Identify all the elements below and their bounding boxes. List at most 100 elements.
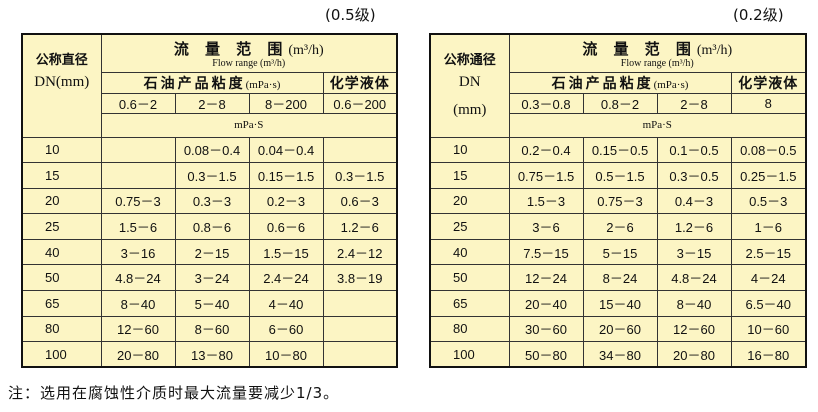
flow-cell: 20－60	[582, 315, 658, 343]
flow-cell: 15－40	[582, 290, 658, 317]
flow-cell: 8－40	[100, 290, 176, 317]
flow-cell: 0.3－1.5	[174, 162, 250, 189]
flow-cell: 0.1－0.5	[656, 136, 732, 164]
dn-header-en: DN	[458, 74, 481, 90]
flow-unit: (m³/h)	[288, 42, 324, 58]
flow-cell: 4.8－24	[100, 264, 176, 292]
flow-cell: 6－60	[248, 315, 324, 343]
flow-cell: 1－6	[730, 213, 807, 240]
flow-cell: 2.4－24	[248, 264, 324, 292]
table-row: 20 0.75－3 0.3－3 0.2－3 0.6－3	[21, 187, 398, 215]
flow-cell: 3－16	[100, 238, 176, 266]
flow-cell: 1.2－6	[322, 213, 398, 240]
right-flow-table: 公称通径 DN (mm) 流 量 范 围(m³/h) Flow range (m…	[429, 33, 808, 369]
flow-cell: 4－24	[730, 264, 807, 292]
flow-cell: 2－6	[582, 213, 658, 240]
table-row: 65 20－40 15－40 8－40 6.5－40	[429, 290, 807, 317]
flow-cell: 34－80	[582, 341, 658, 368]
flow-cell: 0.3－3	[174, 187, 250, 215]
flow-cell: 12－60	[100, 315, 176, 343]
flow-unit: (m³/h)	[696, 42, 733, 58]
flow-cell: 0.5－1.5	[582, 162, 658, 189]
flow-cell: 8－24	[582, 264, 658, 292]
flow-cell: 3－24	[174, 264, 250, 292]
flow-cn: 流 量 范 围	[582, 40, 697, 58]
flow-cell: 12－60	[656, 315, 732, 343]
table-row: 100 20－80 13－80 10－80	[21, 341, 398, 368]
flow-cell	[322, 315, 398, 343]
flow-cell: 0.25－1.5	[730, 162, 807, 189]
viscosity-cell: 0.8－2	[582, 92, 658, 114]
dn-cell: 50	[429, 264, 510, 292]
flow-cell: 1.5－6	[100, 213, 176, 240]
viscosity-cell: 8－200	[248, 92, 324, 114]
flow-cell: 13－80	[174, 341, 250, 368]
flow-cell: 0.6－6	[248, 213, 324, 240]
dn-header-en: DN(mm)	[34, 74, 90, 90]
flow-cell: 1.5－3	[508, 187, 584, 215]
viscosity-cell: 2－8	[656, 92, 732, 114]
dn-cell: 50	[21, 264, 102, 292]
viscosity-cell: 0.6－200	[322, 92, 398, 114]
dn-header-unit: (mm)	[453, 102, 487, 118]
flow-cell: 0.5－3	[730, 187, 807, 215]
dn-cell: 10	[429, 136, 510, 164]
flow-cell: 0.75－3	[582, 187, 658, 215]
dn-cell: 100	[429, 341, 510, 368]
flow-cell: 0.08－0.4	[174, 136, 250, 164]
flow-cell: 0.04－0.4	[248, 136, 324, 164]
petroleum-unit: (mPa·s)	[245, 78, 281, 91]
flow-cell: 6.5－40	[730, 290, 807, 317]
flow-cell: 2.4－12	[322, 238, 398, 266]
left-flow-table: 公称直径 DN(mm) 流 量 范 围(m³/h) Flow range (m³…	[21, 33, 399, 369]
flow-cell: 0.3－0.5	[656, 162, 732, 189]
flow-cell: 2.5－15	[730, 238, 807, 266]
flow-cell: 4.8－24	[656, 264, 732, 292]
flow-cell: 30－60	[508, 315, 584, 343]
left-grade-label: (0.5级)	[325, 6, 376, 24]
table-row: 50 12－24 8－24 4.8－24 4－24	[429, 264, 807, 292]
flow-range-header: 流 量 范 围(m³/h) Flow range (m³/h)	[100, 33, 398, 73]
flow-cell: 8－60	[174, 315, 250, 343]
flow-cell: 0.3－1.5	[322, 162, 398, 189]
flow-cell: 1.2－6	[656, 213, 732, 240]
viscosity-cell: 0.3－0.8	[508, 92, 584, 114]
flow-cell: 0.15－0.5	[582, 136, 658, 164]
table-row: 65 8－40 5－40 4－40	[21, 290, 398, 317]
dn-cell: 20	[429, 187, 510, 215]
petroleum-label: 石油产品粘度	[551, 74, 654, 91]
dn-cell: 65	[429, 290, 510, 317]
flow-cell: 1.5－15	[248, 238, 324, 266]
flow-cell: 0.08－0.5	[730, 136, 807, 164]
petroleum-header: 石油产品粘度(mPa·s)	[508, 71, 732, 94]
flow-cell: 16－80	[730, 341, 807, 368]
flow-cell: 3.8－19	[322, 264, 398, 292]
dn-cell: 80	[429, 315, 510, 343]
flow-cell: 7.5－15	[508, 238, 584, 266]
viscosity-cell: 2－8	[174, 92, 250, 114]
flow-range-header: 流 量 范 围(m³/h) Flow range (m³/h)	[508, 33, 807, 73]
flow-cell	[322, 136, 398, 164]
dn-header-cn: 公称通径	[443, 52, 496, 67]
flow-cell: 20－80	[100, 341, 176, 368]
dn-cell: 25	[21, 213, 102, 240]
flow-cell: 0.8－6	[174, 213, 250, 240]
flow-cell: 20－80	[656, 341, 732, 368]
flow-cell	[322, 290, 398, 317]
table-row: 10 0.2－0.4 0.15－0.5 0.1－0.5 0.08－0.5	[429, 136, 807, 164]
table-row: 25 1.5－6 0.8－6 0.6－6 1.2－6	[21, 213, 398, 240]
dn-cell: 15	[429, 162, 510, 189]
flow-cell: 2－15	[174, 238, 250, 266]
dn-header: 公称直径 DN(mm)	[21, 33, 102, 138]
flow-cell: 10－60	[730, 315, 807, 343]
table-row: 20 1.5－3 0.75－3 0.4－3 0.5－3	[429, 187, 807, 215]
flow-cell: 50－80	[508, 341, 584, 368]
unit-row: mPa·S	[508, 112, 807, 138]
table-row: 80 30－60 20－60 12－60 10－60	[429, 315, 807, 343]
chemical-header: 化学液体	[322, 71, 398, 94]
flow-cell: 8－40	[656, 290, 732, 317]
table-row: 40 7.5－15 5－15 3－15 2.5－15	[429, 238, 807, 266]
flow-cell: 12－24	[508, 264, 584, 292]
flow-cell: 0.75－3	[100, 187, 176, 215]
flow-cell: 4－40	[248, 290, 324, 317]
